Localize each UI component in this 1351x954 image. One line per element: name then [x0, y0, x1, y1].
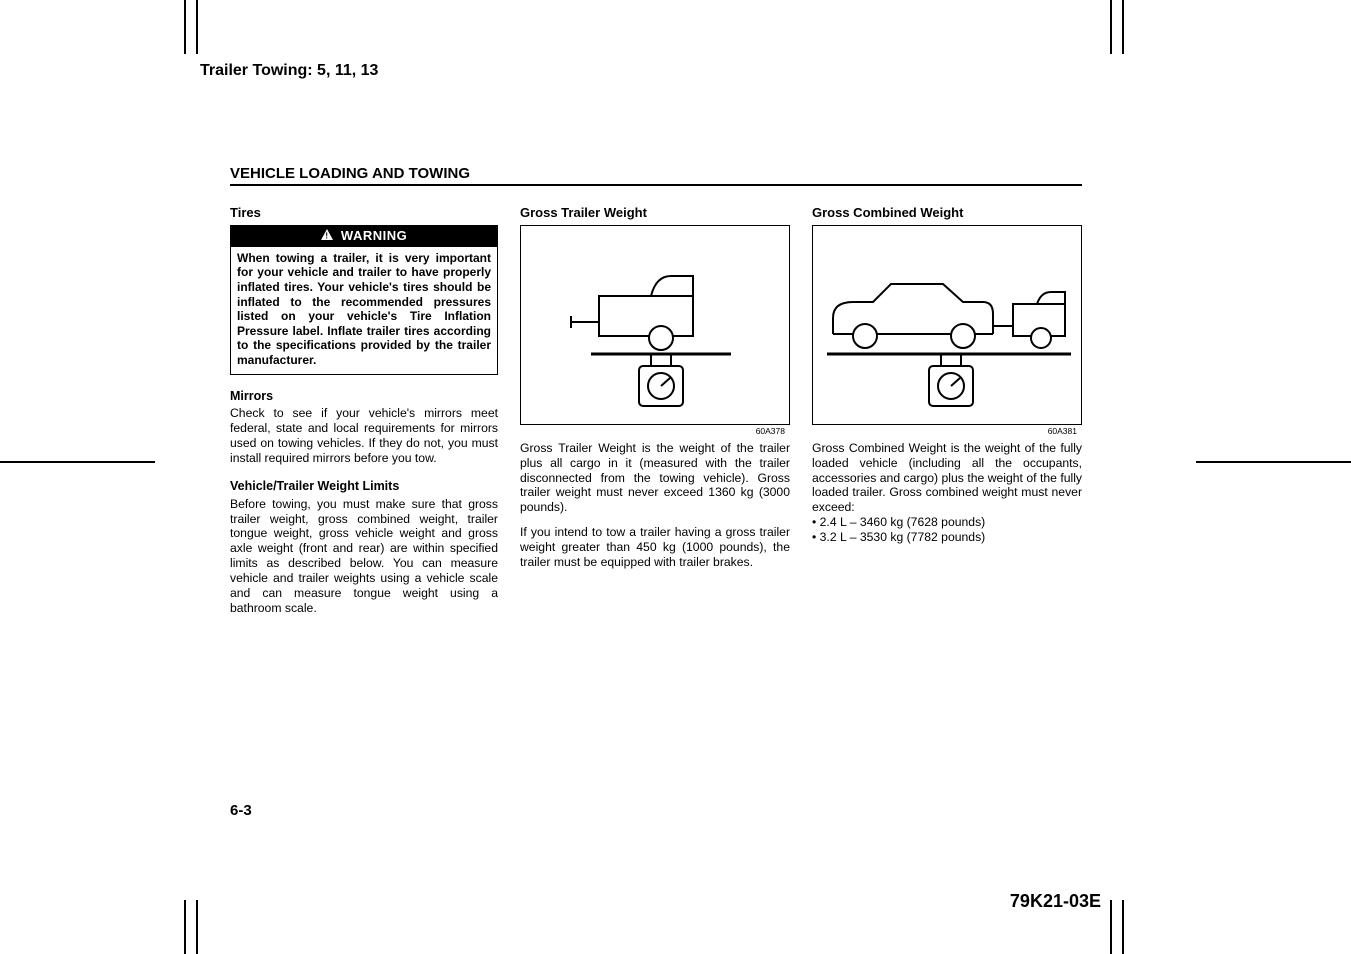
column-1: Tires ! WARNING When towing a trailer, i…	[230, 205, 498, 616]
limits-body: Before towing, you must make sure that g…	[230, 497, 498, 616]
limits-heading: Vehicle/Trailer Weight Limits	[230, 479, 498, 494]
warning-label: WARNING	[341, 228, 407, 243]
figure-number-2: 60A381	[1048, 426, 1077, 436]
section-rule	[230, 184, 1082, 186]
warning-body: When towing a trailer, it is very import…	[231, 247, 497, 374]
gtw-heading: Gross Trailer Weight	[520, 205, 790, 221]
figure-number-1: 60A378	[756, 426, 785, 436]
gtw-para1: Gross Trailer Weight is the weight of th…	[520, 441, 790, 515]
document-code: 79K21-03E	[1010, 891, 1101, 912]
gcw-bullet-2: 3.2 L – 3530 kg (7782 pounds)	[812, 530, 1082, 545]
svg-text:!: !	[325, 231, 328, 240]
section-title: VEHICLE LOADING AND TOWING	[230, 165, 470, 182]
tires-heading: Tires	[230, 205, 498, 221]
mirrors-heading: Mirrors	[230, 389, 498, 404]
page-number: 6-3	[230, 802, 252, 819]
gtw-para2: If you intend to tow a trailer having a …	[520, 525, 790, 570]
content-columns: Tires ! WARNING When towing a trailer, i…	[230, 205, 1082, 616]
gcw-bullets: 2.4 L – 3460 kg (7628 pounds) 3.2 L – 35…	[812, 515, 1082, 545]
column-3: Gross Combined Weight	[812, 205, 1082, 616]
mirrors-body: Check to see if your vehicle's mirrors m…	[230, 406, 498, 466]
warning-triangle-icon: !	[321, 229, 333, 240]
figure-gross-trailer-weight: 60A378	[520, 225, 790, 425]
column-2: Gross Trailer Weight	[520, 205, 790, 616]
gcw-para1: Gross Combined Weight is the weight of t…	[812, 441, 1082, 515]
running-head: Trailer Towing: 5, 11, 13	[200, 62, 378, 80]
figure-gross-combined-weight: 60A381	[812, 225, 1082, 425]
gcw-heading: Gross Combined Weight	[812, 205, 1082, 221]
warning-header: ! WARNING	[231, 226, 497, 247]
warning-box: ! WARNING When towing a trailer, it is v…	[230, 225, 498, 375]
gcw-bullet-1: 2.4 L – 3460 kg (7628 pounds)	[812, 515, 1082, 530]
